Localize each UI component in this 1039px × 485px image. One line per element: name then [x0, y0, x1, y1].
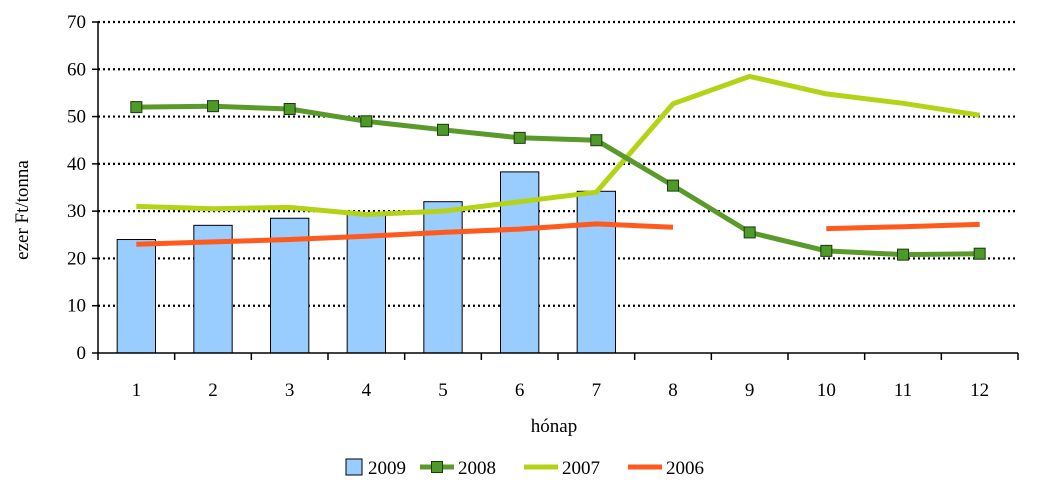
- y-tick-label-0: 0: [77, 343, 87, 364]
- legend-label-2007: 2007: [562, 458, 600, 479]
- legend-marker-2008: [431, 461, 443, 473]
- marker-2008-11: [897, 248, 909, 261]
- x-tick-label-4: 4: [362, 380, 372, 401]
- y-tick-label-30: 30: [67, 201, 86, 222]
- y-axis-label: ezer Ft/tonna: [12, 160, 33, 260]
- y-tick-label-40: 40: [67, 154, 86, 175]
- x-tick-label-9: 9: [745, 380, 755, 401]
- legend-swatch-2009: [345, 458, 363, 476]
- marker-2008-2: [207, 100, 219, 113]
- y-tick-label-20: 20: [67, 248, 86, 269]
- marker-2008-3: [283, 103, 296, 116]
- marker-2008-1: [130, 101, 143, 114]
- y-tick-label-60: 60: [67, 59, 86, 80]
- bar-2009-1: [116, 239, 156, 354]
- y-tick-label-70: 70: [67, 12, 86, 33]
- x-tick-label-8: 8: [668, 380, 678, 401]
- line-2007: [136, 73, 981, 217]
- x-tick-label-11: 11: [894, 380, 912, 401]
- x-tick-labels: 1 2 3 4 5 6 7 8 9 10 11 12: [132, 380, 990, 401]
- y-tick-label-50: 50: [67, 107, 86, 128]
- marker-2008-6: [513, 131, 526, 144]
- legend-label-2008: 2008: [458, 458, 496, 479]
- marker-2008-8: [667, 179, 679, 192]
- line-2008: [136, 103, 980, 258]
- gridlines: [98, 20, 1018, 307]
- line-2006-segment-2: [826, 221, 980, 232]
- axes: [92, 21, 1019, 360]
- marker-2008-9: [743, 226, 756, 239]
- x-tick-label-1: 1: [132, 380, 142, 401]
- marker-2008-7: [590, 134, 603, 147]
- x-tick-label-10: 10: [817, 380, 836, 401]
- line-2006-segment-1: [136, 221, 674, 247]
- x-tick-label-6: 6: [515, 380, 525, 401]
- marker-2008-5: [437, 123, 449, 136]
- y-tick-labels: 0 10 20 30 40 50 60 70: [67, 12, 86, 364]
- x-tick-label-7: 7: [592, 380, 602, 401]
- legend: 2009 2008 2007 2006: [345, 458, 704, 479]
- marker-2008-12: [973, 247, 986, 260]
- x-axis-label: hónap: [531, 416, 577, 437]
- line-series: [130, 73, 986, 261]
- legend-label-2006: 2006: [666, 458, 704, 479]
- bar-2009-2: [193, 224, 233, 354]
- bar-2009-7: [576, 190, 617, 354]
- x-tick-label-2: 2: [208, 380, 218, 401]
- marker-2008-10: [820, 244, 833, 257]
- marker-2008-4: [360, 115, 373, 128]
- legend-label-2009: 2009: [368, 458, 406, 479]
- bar-2009-5: [423, 201, 463, 354]
- x-tick-label-12: 12: [970, 380, 989, 401]
- y-tick-label-10: 10: [67, 296, 86, 317]
- x-tick-label-3: 3: [285, 380, 295, 401]
- x-tick-label-5: 5: [438, 380, 448, 401]
